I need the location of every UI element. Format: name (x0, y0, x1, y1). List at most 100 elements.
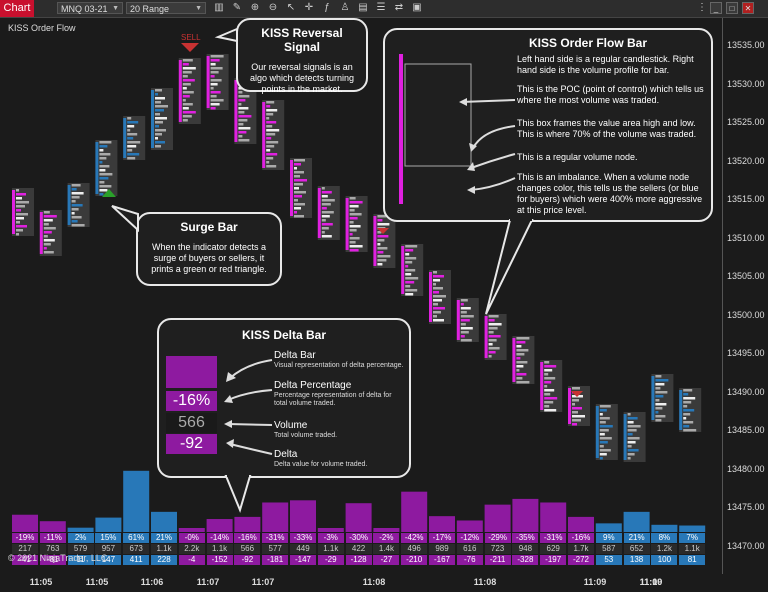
more-options-icon[interactable]: ⋮ (697, 2, 707, 13)
delta-bar-swatch (166, 356, 217, 388)
delta-percentage-cell: -16% (234, 533, 261, 543)
delta-percentage-cell: -3% (317, 533, 344, 543)
surge-bar-callout: Surge Bar When the indicator detects a s… (136, 212, 282, 286)
delta-percentage-legend-title: Delta Percentage (274, 380, 352, 391)
price-label: 13520.00 (727, 155, 765, 166)
delta-histogram-bar (290, 500, 316, 532)
time-label: 11:10 (639, 577, 663, 587)
order-flow-bar (623, 412, 646, 462)
delta-percentage-cell: -31% (262, 533, 289, 543)
delta-percentage-cell: -2% (373, 533, 400, 543)
instrument-value: MNQ 03-21 (61, 4, 108, 14)
zoom-out-icon[interactable]: ⊖ (268, 2, 278, 13)
time-label: 11:07 (196, 577, 220, 587)
period-dropdown[interactable]: 20 Range ▼ (126, 2, 206, 14)
delta-percentage-cell: -30% (345, 533, 372, 543)
minimize-icon[interactable]: _ (710, 2, 722, 14)
reversal-signal-callout: KISS Reversal Signal Our reversal signal… (236, 18, 368, 94)
delta-value-cell: -41 (12, 555, 38, 565)
delta-histogram-bar (484, 504, 511, 532)
delta-value-cell: 147 (95, 555, 122, 565)
order-flow-bar (345, 196, 368, 252)
delta-percentage-cell: -31% (540, 533, 567, 543)
price-axis[interactable] (722, 18, 768, 574)
order-flow-bar (401, 244, 424, 296)
delta-histogram-bar (123, 470, 150, 532)
delta-bar-legend-title: Delta Bar (274, 350, 316, 361)
chart-title: KISS Order Flow (8, 23, 76, 33)
delta-value-cell: 138 (623, 555, 650, 565)
volume-cell: 629 (540, 544, 567, 554)
price-label: 13525.00 (727, 117, 765, 127)
order-flow-title: KISS Order Flow Bar (528, 36, 648, 50)
delta-percentage-cell: 9% (595, 533, 622, 543)
price-label: 13470.00 (727, 540, 765, 551)
snapshot-icon[interactable]: ▣ (412, 2, 422, 13)
data-box-icon[interactable]: ▤ (358, 2, 368, 13)
delta-histogram-bar (568, 516, 594, 532)
delta-value-cell: 53 (595, 555, 622, 565)
delta-value-cell: 228 (151, 555, 177, 565)
delta-legend-sub: Delta value for volume traded. (274, 461, 368, 468)
copyright-text: © 2021 NinjaTrader, LLC (8, 553, 108, 563)
reversal-text: Our reversal signals is an algo which de… (249, 62, 355, 94)
order-flow-bar (595, 404, 618, 460)
price-label: 13505.00 (727, 271, 765, 281)
instrument-dropdown[interactable]: MNQ 03-21 ▼ (57, 2, 123, 14)
close-icon[interactable]: ✕ (742, 2, 754, 14)
order-flow-bar (484, 314, 507, 360)
delta-histogram-bar (540, 502, 567, 532)
delta-value-cell: -152 (206, 555, 233, 565)
draw-tools-icon[interactable]: ✎ (232, 2, 242, 13)
zoom-in-icon[interactable]: ⊕ (250, 2, 260, 13)
order-flow-bar (123, 116, 146, 160)
maximize-icon[interactable]: □ (726, 2, 738, 14)
volume-cell: 579 (67, 544, 94, 554)
delta-percentage-cell: -17% (429, 533, 455, 543)
delta-percentage-cell: 21% (623, 533, 650, 543)
volume-cell: 587 (595, 544, 622, 554)
strategies-icon[interactable]: ♙ (340, 2, 350, 13)
properties-icon[interactable]: ☰ (376, 2, 386, 13)
chart-trader-icon[interactable]: ⇄ (394, 2, 404, 13)
delta-histogram-bar (262, 502, 289, 532)
delta-histogram-bar (345, 503, 372, 532)
delta-histogram-bar (429, 516, 455, 532)
delta-value-cell: -167 (429, 555, 455, 565)
price-label: 13495.00 (727, 348, 765, 358)
indicators-icon[interactable]: ƒ (324, 2, 330, 13)
volume-cell: 957 (95, 544, 122, 554)
surge-title: Surge Bar (180, 220, 238, 234)
reversal-title: KISS Reversal Signal (261, 26, 343, 54)
delta-value-cell: -211 (484, 555, 511, 565)
volume-cell: 673 (123, 544, 150, 554)
volume-cell: 2.2k (178, 544, 205, 554)
order-flow-bar (206, 54, 229, 110)
bar-type-icon[interactable]: ▥ (214, 2, 224, 13)
delta-value-cell: -272 (568, 555, 594, 565)
order-flow-line2: This is the POC (point of control) which… (517, 84, 704, 105)
crosshair-icon[interactable]: ✛ (304, 2, 314, 13)
delta-percentage-legend-sub: Percentage representation of delta for t… (274, 392, 392, 407)
delta-value-cell: 81 (679, 555, 706, 565)
delta-value-cell: -76 (456, 555, 483, 565)
volume-cell: 1.1k (151, 544, 177, 554)
delta-legend-arrows (224, 359, 273, 455)
delta-value-swatch: -92 (166, 434, 217, 454)
volume-cell: 1.4k (373, 544, 400, 554)
delta-percentage-cell: -0% (178, 533, 205, 543)
reversal-pointer (214, 27, 238, 43)
order-flow-bar (540, 360, 563, 412)
order-flow-bar (39, 210, 62, 256)
delta-histogram-bar (456, 520, 483, 532)
delta-histogram-bar (178, 528, 205, 532)
order-flow-line1: Left hand side is a regular candlestick.… (517, 54, 694, 75)
time-label: 11:07 (251, 577, 275, 587)
surge-pointer (111, 205, 139, 233)
delta-histogram-bar (373, 528, 400, 532)
chart-tab[interactable]: Chart (0, 0, 34, 17)
chevron-down-icon: ▼ (112, 5, 119, 12)
delta-value-cell: -92 (234, 555, 261, 565)
delta-value-cell: -181 (262, 555, 289, 565)
pointer-icon[interactable]: ↖ (286, 2, 296, 13)
